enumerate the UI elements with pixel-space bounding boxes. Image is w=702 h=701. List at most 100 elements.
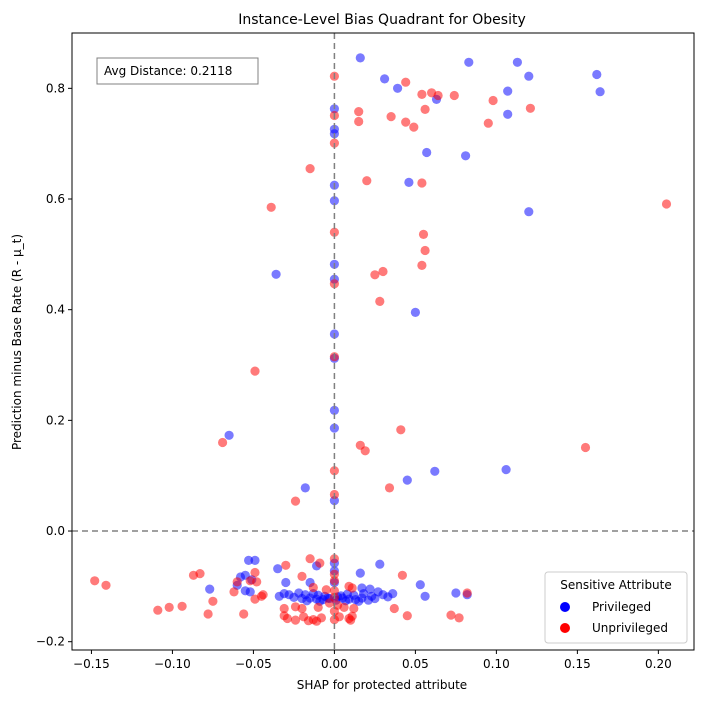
point-privileged-14 — [422, 147, 432, 158]
point-unprivileged-11 — [386, 112, 396, 122]
point-unprivileged-79 — [203, 609, 213, 619]
point-unprivileged-20 — [661, 199, 672, 209]
annotation-box — [96, 57, 259, 85]
point-privileged-26 — [329, 405, 339, 415]
point-unprivileged-97 — [329, 606, 339, 616]
point-unprivileged-42 — [305, 554, 315, 564]
point-unprivileged-14 — [409, 122, 419, 132]
point-unprivileged-74 — [279, 603, 289, 614]
point-privileged-40 — [273, 564, 283, 574]
x-tick-label: 0.15 — [564, 657, 591, 671]
point-unprivileged-94 — [454, 613, 464, 623]
point-unprivileged-99 — [329, 615, 339, 625]
y-tick-label: 0.4 — [46, 303, 65, 317]
legend-title: Sensitive Attribute — [560, 578, 672, 592]
point-unprivileged-65 — [250, 594, 260, 604]
point-unprivileged-5 — [449, 90, 459, 101]
point-privileged-1 — [512, 57, 523, 67]
point-privileged-70 — [420, 591, 430, 601]
point-privileged-87 — [383, 592, 393, 602]
x-tick-label: −0.10 — [154, 657, 191, 671]
x-axis: −0.15 −0.10 −0.05 0.00 0.05 0.10 0.15 0.20 — [73, 650, 672, 671]
point-unprivileged-47 — [195, 569, 205, 579]
series-privileged — [205, 53, 605, 606]
point-unprivileged-64 — [208, 596, 218, 606]
point-privileged-30 — [501, 465, 511, 475]
point-unprivileged-9 — [354, 107, 364, 117]
x-tick-label: 0.05 — [402, 657, 429, 671]
point-unprivileged-59 — [321, 585, 331, 595]
point-unprivileged-19 — [417, 178, 427, 188]
point-unprivileged-12 — [354, 116, 364, 127]
point-unprivileged-32 — [396, 425, 406, 435]
point-unprivileged-89 — [303, 616, 314, 626]
point-unprivileged-25 — [417, 260, 427, 270]
legend-label-unprivileged: Unprivileged — [592, 621, 668, 635]
point-unprivileged-95 — [282, 613, 292, 624]
point-privileged-73 — [274, 591, 284, 601]
point-privileged-4 — [524, 71, 534, 81]
point-privileged-19 — [524, 207, 534, 217]
y-tick-label: −0.2 — [36, 635, 65, 649]
point-privileged-16 — [404, 177, 414, 187]
point-unprivileged-21 — [266, 202, 276, 212]
series-unprivileged — [90, 71, 672, 626]
point-privileged-18 — [329, 196, 339, 206]
legend-marker-privileged — [560, 602, 570, 612]
x-tick-label: 0.20 — [645, 657, 672, 671]
x-tick-label: −0.15 — [73, 657, 110, 671]
point-privileged-54 — [365, 584, 375, 594]
point-unprivileged-37 — [329, 466, 339, 476]
point-unprivileged-4 — [433, 90, 443, 101]
point-unprivileged-40 — [290, 496, 301, 506]
legend-frame — [544, 571, 688, 644]
point-unprivileged-72 — [339, 602, 349, 613]
point-unprivileged-48 — [250, 567, 260, 578]
point-privileged-0 — [355, 53, 365, 63]
point-unprivileged-44 — [281, 560, 291, 570]
point-unprivileged-76 — [164, 602, 174, 613]
point-privileged-52 — [245, 587, 255, 597]
point-unprivileged-90 — [312, 616, 322, 626]
annotation-text: Avg Distance: 0.2118 — [104, 64, 232, 78]
legend: Sensitive Attribute Privileged Unprivile… — [544, 571, 688, 644]
point-unprivileged-70 — [297, 603, 307, 614]
point-unprivileged-53 — [297, 571, 307, 582]
point-privileged-7 — [503, 86, 513, 96]
point-privileged-3 — [592, 69, 602, 80]
point-unprivileged-92 — [402, 611, 412, 621]
chart-title: Instance-Level Bias Quadrant for Obesity — [238, 12, 526, 28]
point-privileged-71 — [451, 588, 461, 598]
point-privileged-10 — [503, 109, 513, 119]
point-unprivileged-73 — [349, 603, 359, 614]
point-unprivileged-75 — [177, 601, 187, 611]
plot-area-frame — [71, 32, 695, 651]
point-privileged-86 — [370, 593, 380, 604]
point-unprivileged-55 — [397, 570, 407, 580]
points-layer — [90, 53, 672, 626]
point-unprivileged-60 — [329, 586, 339, 596]
y-tick-label: 0.6 — [46, 192, 65, 206]
point-unprivileged-52 — [232, 577, 242, 587]
y-axis: −0.2 0.0 0.2 0.4 0.6 0.8 — [36, 81, 72, 649]
point-privileged-38 — [375, 559, 385, 569]
point-unprivileged-58 — [308, 582, 318, 593]
point-unprivileged-17 — [305, 164, 315, 174]
point-unprivileged-80 — [239, 609, 249, 619]
point-unprivileged-24 — [420, 245, 430, 256]
point-privileged-23 — [410, 307, 420, 317]
point-unprivileged-88 — [290, 615, 301, 625]
y-tick-label: 0.8 — [46, 81, 65, 95]
y-axis-label: Prediction minus Base Rate (R - μ_t) — [10, 234, 24, 450]
point-unprivileged-15 — [483, 118, 493, 128]
point-privileged-34 — [244, 555, 254, 566]
point-privileged-28 — [224, 430, 234, 440]
legend-label-privileged: Privileged — [592, 600, 651, 614]
point-unprivileged-35 — [580, 442, 591, 453]
point-unprivileged-22 — [418, 229, 429, 239]
point-privileged-74 — [289, 592, 299, 603]
point-privileged-32 — [300, 483, 310, 493]
x-tick-label: −0.05 — [235, 657, 272, 671]
point-privileged-29 — [430, 466, 440, 476]
